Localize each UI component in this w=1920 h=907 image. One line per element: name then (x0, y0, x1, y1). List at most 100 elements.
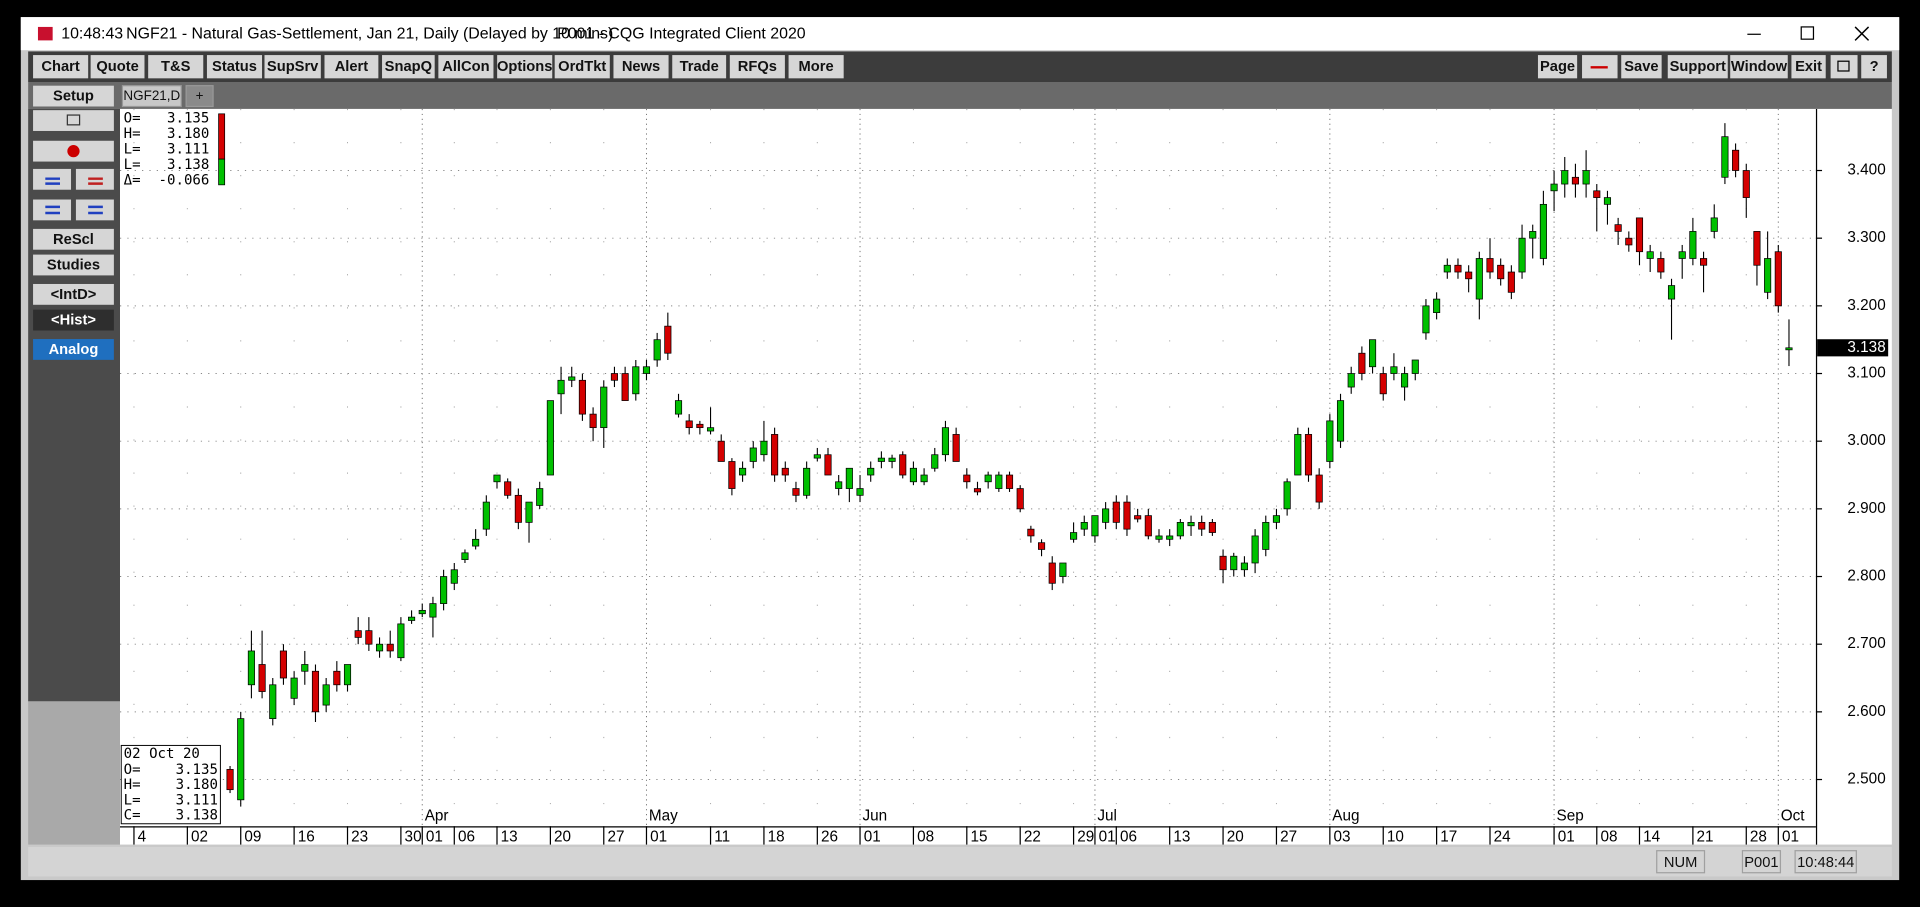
candle-body (1774, 251, 1782, 307)
toolbar-button[interactable] (613, 55, 669, 79)
candle-body (1369, 339, 1377, 368)
tool-button[interactable] (33, 199, 72, 221)
candle-body (1689, 231, 1697, 259)
toolbar-button[interactable] (324, 55, 379, 79)
toolbar-button[interactable] (1791, 55, 1826, 79)
y-tick-label: 2.800 (1847, 568, 1885, 585)
last-price-box (1817, 339, 1889, 357)
side-button[interactable] (33, 228, 114, 250)
candle-body (1625, 237, 1633, 246)
candle-body (1443, 264, 1451, 273)
toolbar-button[interactable] (554, 55, 610, 79)
x-tick-label: 15 (970, 828, 987, 845)
tool-button[interactable] (75, 199, 114, 221)
toolbar-button[interactable] (148, 55, 204, 79)
candle-body (247, 650, 255, 686)
x-tick-label: 27 (607, 828, 624, 845)
legend-box-value: 3.180 (176, 777, 218, 793)
candle-body (375, 643, 384, 652)
candle-body (1144, 515, 1152, 537)
candle-body (440, 576, 448, 604)
x-tick-label: 20 (554, 828, 571, 845)
close[interactable] (1854, 26, 1870, 41)
side-button[interactable] (33, 309, 114, 331)
candle-body (1507, 271, 1515, 293)
month-label: Aug (1332, 807, 1359, 824)
toolbar-button[interactable] (1537, 55, 1578, 79)
side-icons (33, 110, 114, 221)
candle-body (1262, 522, 1270, 550)
side-button[interactable] (33, 254, 114, 276)
candle-body (1166, 535, 1174, 540)
candle-body (1326, 420, 1334, 462)
toolbar-button[interactable] (90, 55, 145, 79)
toolbar-button-label: News (622, 59, 660, 75)
y-tick-label: 3.000 (1847, 432, 1885, 449)
side-button-label: Studies (47, 257, 100, 273)
legend-value: 3.180 (167, 126, 209, 142)
toolbar-button[interactable] (382, 55, 435, 79)
candle-body (1016, 488, 1024, 510)
side-button[interactable] (33, 283, 114, 305)
chart-area (120, 108, 1892, 845)
y-tick-label: 2.700 (1847, 635, 1885, 652)
legend-label: H= (124, 126, 141, 142)
candle-body (771, 434, 779, 476)
legend-value: -0.066 (159, 172, 210, 188)
candle-body (1732, 149, 1740, 171)
candle-body (1294, 434, 1302, 476)
candle-body (600, 386, 608, 429)
toolbar-button[interactable] (264, 55, 321, 79)
candle-body (461, 552, 469, 560)
candle-body (1486, 258, 1494, 273)
toolbar-button[interactable] (33, 55, 89, 79)
title-symbol: NGF21 - Natural Gas-Settlement, Jan 21, … (126, 25, 613, 42)
candle-body (1208, 522, 1216, 533)
candle-body (1571, 176, 1579, 185)
x-tick-label: 01 (1782, 828, 1799, 845)
tool-icon (88, 205, 103, 215)
candle-body (941, 427, 950, 456)
y-tick-label: 3.400 (1847, 162, 1885, 179)
status-cell (1656, 850, 1706, 874)
legend-box (120, 744, 221, 825)
legend-box-label: L= (124, 792, 141, 808)
legend-value: 3.111 (167, 142, 209, 158)
candle-body (1347, 373, 1355, 388)
restore-button[interactable] (1830, 55, 1858, 79)
side-button[interactable] (33, 339, 114, 360)
x-tick-label: 23 (351, 828, 368, 845)
y-tick-label: 3.100 (1847, 365, 1885, 382)
candle-body (952, 434, 960, 462)
toolbar-button[interactable] (497, 55, 553, 79)
candle-body (781, 467, 789, 476)
help-button[interactable] (1861, 55, 1887, 79)
candle-body (696, 423, 704, 429)
toolbar-button[interactable] (206, 55, 263, 79)
toolbar-button[interactable] (1667, 55, 1728, 79)
title-time: 10:48:43 (61, 25, 123, 42)
print-button[interactable] (33, 110, 114, 131)
toolbar-button[interactable] (1621, 55, 1662, 79)
candle-body (226, 769, 234, 791)
y-tick-label: 3.300 (1847, 229, 1885, 246)
tab[interactable] (185, 85, 214, 108)
maximize[interactable] (1800, 26, 1815, 40)
toolbar-button[interactable] (438, 55, 494, 79)
side-button-label: Setup (53, 89, 94, 105)
x-tick-label: 01 (426, 828, 443, 845)
toolbar-button[interactable] (788, 55, 844, 79)
candle-body (311, 670, 320, 713)
candle-body (1742, 170, 1750, 198)
candle-body (1240, 562, 1248, 571)
candle-body (1230, 555, 1238, 571)
toolbar-button[interactable] (672, 55, 727, 79)
candle-body (1764, 258, 1772, 293)
candle-body (888, 457, 896, 462)
side-button[interactable] (33, 85, 114, 107)
candle-body (674, 400, 683, 415)
candle-body (1080, 522, 1088, 530)
tab[interactable] (121, 85, 182, 108)
toolbar-button[interactable] (1730, 55, 1788, 79)
toolbar-button[interactable] (729, 55, 785, 79)
